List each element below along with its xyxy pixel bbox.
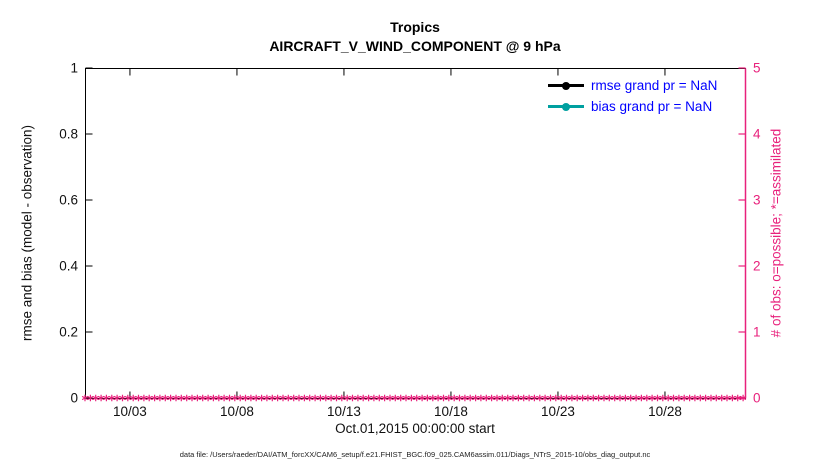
plot-frame — [85, 68, 746, 399]
y-tick-label-right: 5 — [753, 61, 761, 76]
y-tick-label-right: 0 — [753, 391, 761, 406]
y-tick-label-right: 2 — [753, 259, 761, 274]
x-axis-label: Oct.01,2015 00:00:00 start — [335, 421, 495, 436]
legend: rmse grand pr = NaN bias grand pr = NaN — [548, 75, 717, 117]
y-tick-label-right: 3 — [753, 193, 761, 208]
chart-subtitle: AIRCRAFT_V_WIND_COMPONENT @ 9 hPa — [269, 38, 561, 54]
footer-datafile: data file: /Users/raeder/DAI/ATM_forcXX/… — [179, 450, 651, 459]
legend-label-bias: bias grand pr = NaN — [591, 99, 713, 114]
y-tick-label-left: 0.8 — [59, 127, 78, 142]
y-tick-label-right: 4 — [753, 127, 761, 142]
x-tick-label: 10/28 — [648, 404, 682, 419]
x-tick-label: 10/08 — [220, 404, 254, 419]
rmse-dot-marker — [562, 81, 570, 90]
y-axis-label-left: rmse and bias (model - observation) — [19, 124, 35, 342]
x-tick-label: 10/23 — [541, 404, 575, 419]
obs-count-markers — [81, 394, 747, 402]
rmse-line-marker — [548, 81, 584, 90]
y-tick-label-left: 1 — [70, 61, 78, 76]
x-tick-label: 10/13 — [327, 404, 361, 419]
y-tick-label-right: 1 — [753, 325, 761, 340]
bias-line-marker — [548, 102, 584, 111]
legend-item-bias: bias grand pr = NaN — [548, 96, 717, 117]
y-tick-label-left: 0.6 — [59, 193, 78, 208]
y-axis-label-right: # of obs: o=possible; *=assimilated — [768, 128, 784, 338]
x-tick-label: 10/18 — [434, 404, 468, 419]
legend-label-rmse: rmse grand pr = NaN — [591, 78, 718, 93]
bias-dot-marker — [562, 102, 570, 111]
y-tick-label-left: 0.4 — [59, 259, 78, 274]
chart-title: Tropics — [390, 19, 440, 35]
x-tick-label: 10/03 — [113, 404, 147, 419]
y-tick-label-left: 0 — [70, 391, 78, 406]
legend-item-rmse: rmse grand pr = NaN — [548, 75, 717, 96]
y-tick-label-left: 0.2 — [59, 325, 78, 340]
